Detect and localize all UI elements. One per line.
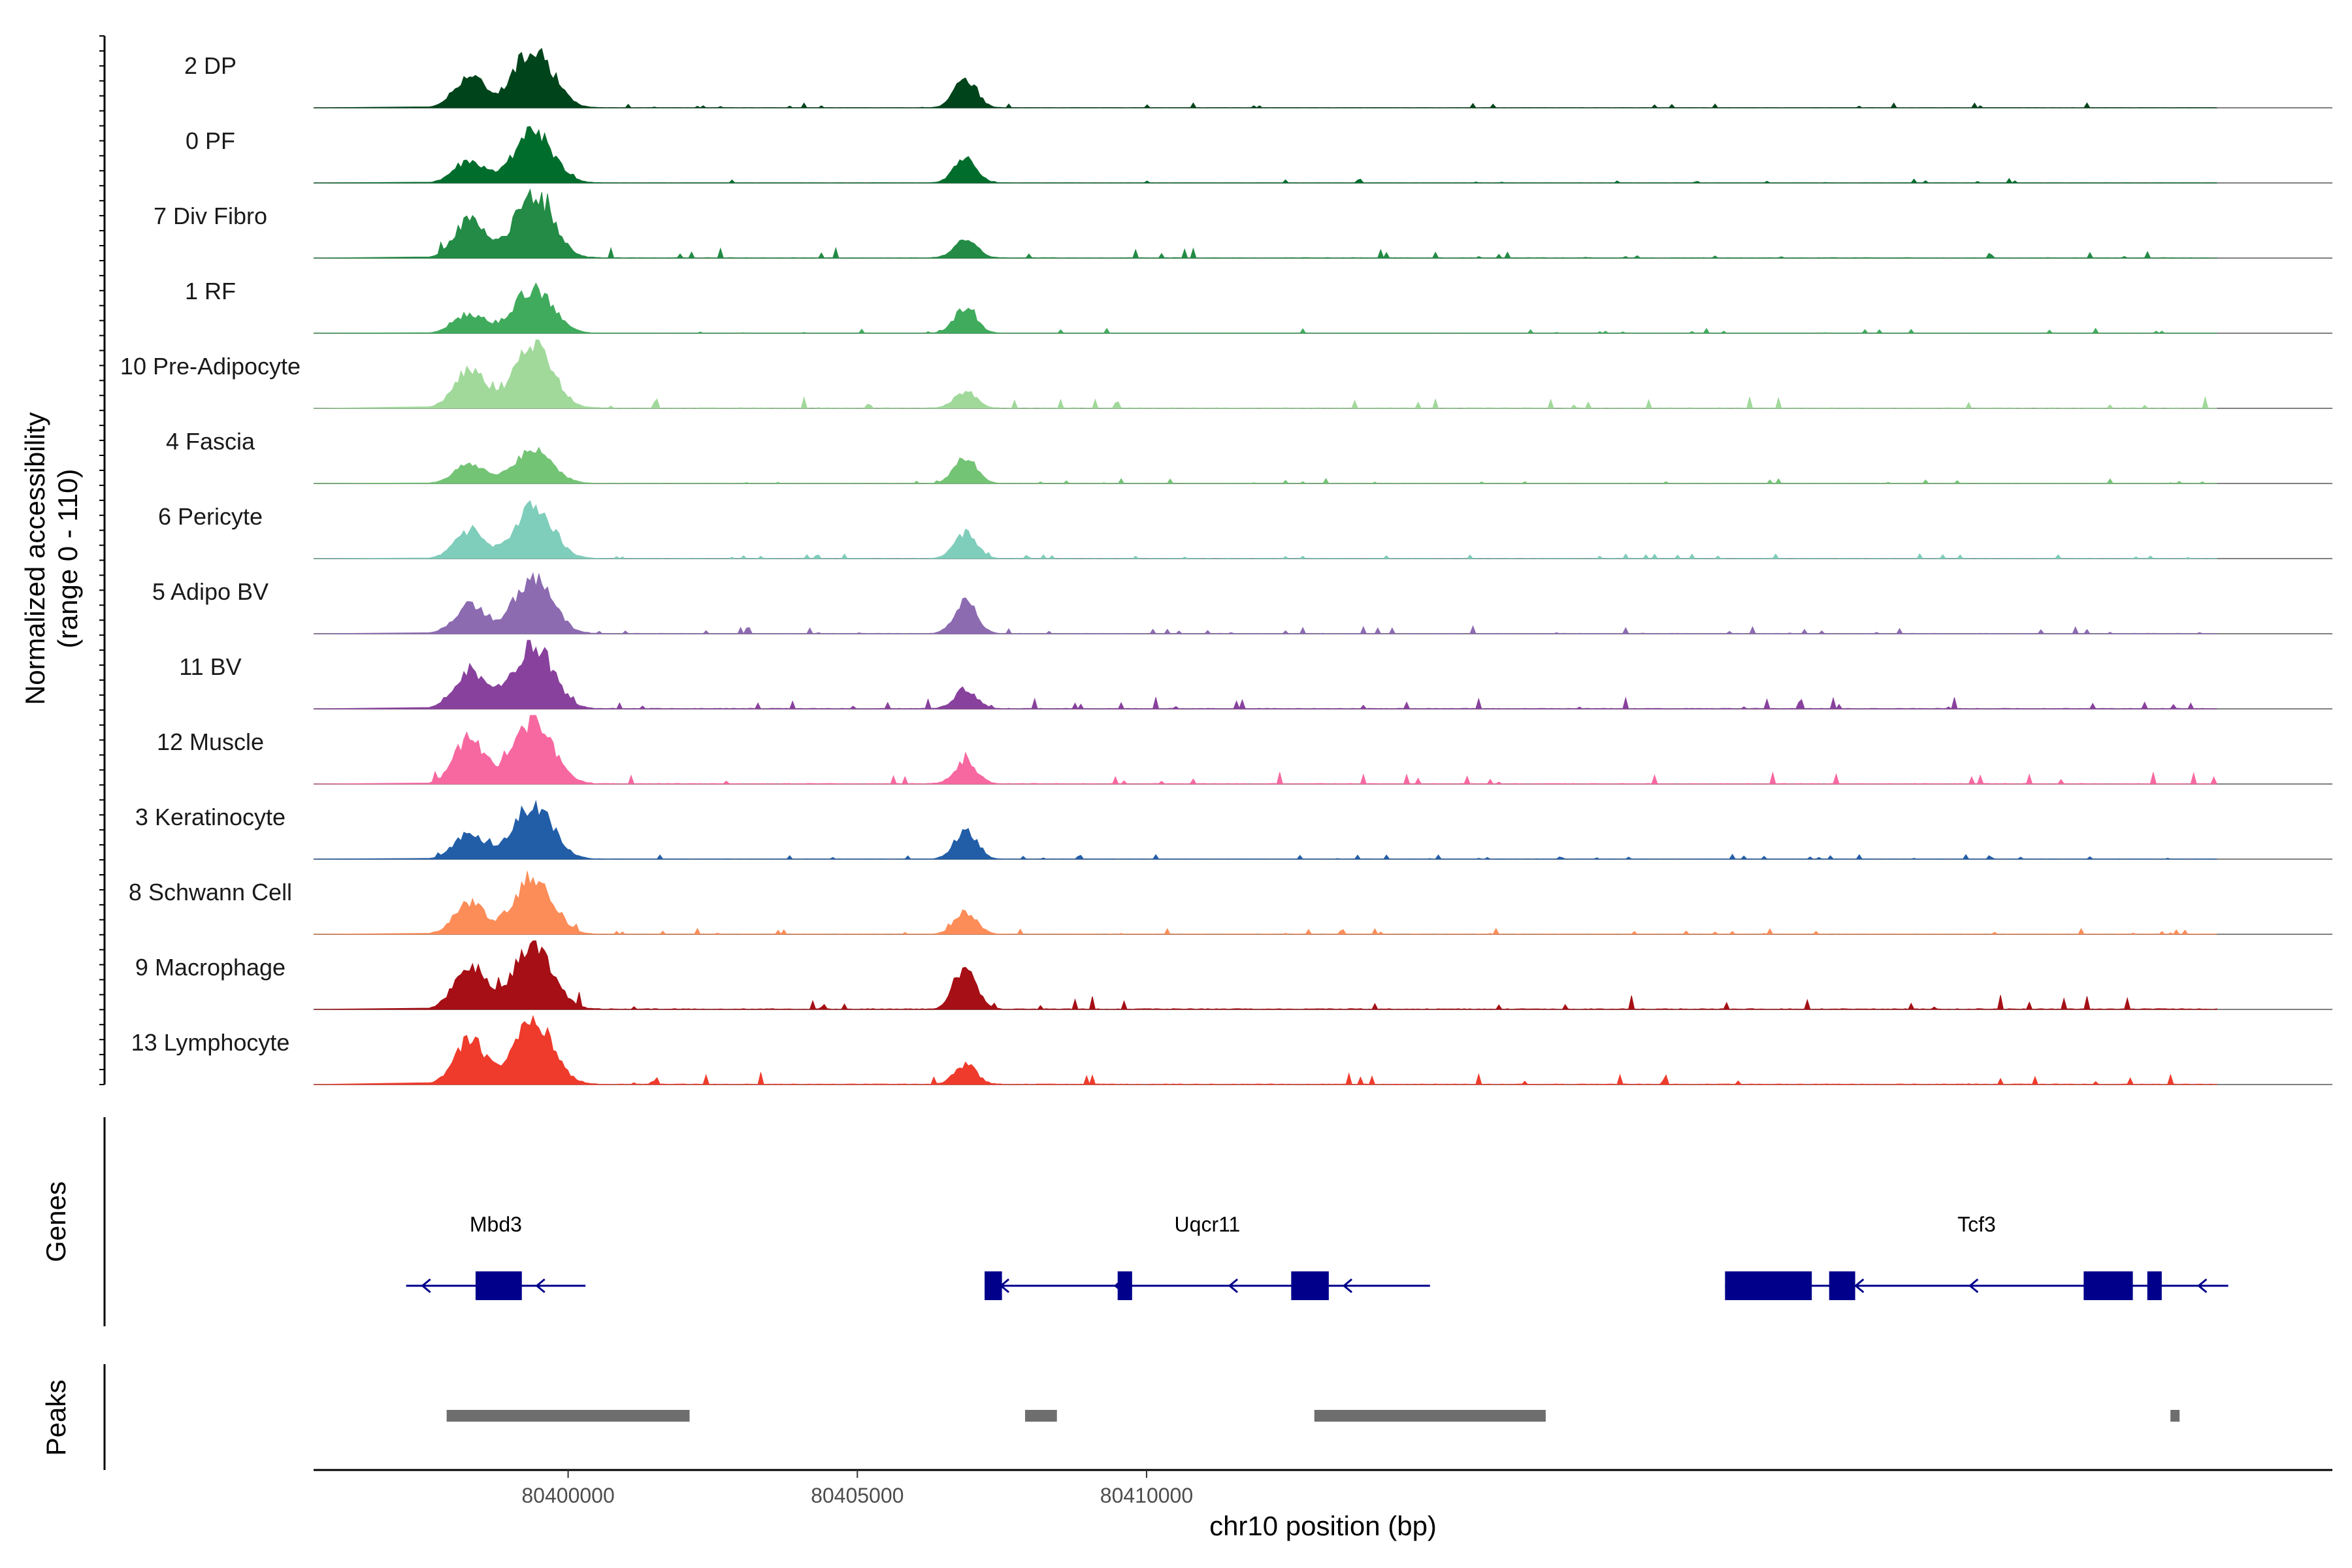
coverage-area xyxy=(313,188,2217,259)
track: 6 Pericyte xyxy=(158,500,2332,559)
y-axis xyxy=(99,35,106,1085)
track-label: 6 Pericyte xyxy=(158,503,263,530)
exon xyxy=(985,1271,1002,1300)
coverage-area xyxy=(313,940,2217,1010)
peak-region xyxy=(1025,1410,1057,1422)
peaks-track-label: Peaks xyxy=(41,1380,71,1456)
strand-arrow xyxy=(1854,1278,1865,1294)
peak-region xyxy=(446,1410,690,1422)
coverage-area xyxy=(313,871,2217,935)
strand-arrow xyxy=(2197,1278,2208,1294)
genes-track-label: Genes xyxy=(41,1181,71,1262)
coverage-area xyxy=(313,125,2217,184)
coverage-area xyxy=(313,446,2217,484)
x-axis-title: chr10 position (bp) xyxy=(1209,1511,1437,1541)
strand-arrow xyxy=(535,1278,546,1294)
exon xyxy=(2147,1271,2162,1300)
gene-label: Uqcr11 xyxy=(1175,1213,1241,1236)
exon xyxy=(1829,1271,1855,1300)
exon xyxy=(1725,1271,1812,1300)
track: 13 Lymphocyte xyxy=(131,1015,2332,1085)
gene-label: Mbd3 xyxy=(470,1213,522,1236)
x-tick-label: 80405000 xyxy=(811,1484,904,1507)
coverage-area xyxy=(313,572,2217,635)
strand-arrow xyxy=(1228,1278,1239,1294)
coverage-area xyxy=(313,640,2217,710)
track: 11 BV xyxy=(179,640,2332,710)
track: 5 Adipo BV xyxy=(152,572,2332,635)
exon xyxy=(475,1271,522,1300)
y-axis-title: Normalized accessibility xyxy=(20,412,50,705)
exon xyxy=(1117,1271,1132,1300)
coverage-area xyxy=(313,500,2217,559)
gene-label: Tcf3 xyxy=(1957,1213,1996,1236)
gene: Mbd3 xyxy=(406,1213,586,1300)
y-axis-title-range: (range 0 - 110) xyxy=(52,469,83,649)
track: 9 Macrophage xyxy=(135,940,2332,1010)
track: 8 Schwann Cell xyxy=(129,871,2332,935)
gene: Uqcr11 xyxy=(985,1213,1430,1300)
exon xyxy=(2083,1271,2133,1300)
genes-track: Genes Mbd3 Uqcr11 Tcf3 xyxy=(41,1117,2229,1326)
track-label: 12 Muscle xyxy=(157,728,264,755)
strand-arrow xyxy=(1968,1278,1979,1294)
track-label: 13 Lymphocyte xyxy=(131,1029,290,1056)
coverage-area xyxy=(313,800,2217,860)
coverage-area xyxy=(313,48,2217,108)
x-tick-label: 80400000 xyxy=(521,1484,614,1507)
track-label: 2 DP xyxy=(184,52,237,79)
track: 2 DP xyxy=(184,48,2332,108)
track: 12 Muscle xyxy=(157,715,2332,785)
track-label: 3 Keratinocyte xyxy=(135,804,286,830)
strand-arrow xyxy=(1342,1278,1353,1294)
strand-arrow xyxy=(421,1278,431,1294)
x-tick-label: 80410000 xyxy=(1100,1484,1193,1507)
track-label: 8 Schwann Cell xyxy=(129,879,292,906)
track-label: 10 Pre-Adipocyte xyxy=(120,353,301,380)
coverage-area xyxy=(313,1015,2217,1085)
track: 7 Div Fibro xyxy=(154,188,2332,259)
track-label: 9 Macrophage xyxy=(135,954,286,981)
track-label: 11 BV xyxy=(179,653,241,680)
track-label: 0 PF xyxy=(186,127,235,154)
coverage-area xyxy=(313,339,2217,409)
coverage-tracks: 2 DP 0 PF 7 Div Fibro 1 RF 10 Pre-Adipocyte 4… xyxy=(120,48,2332,1085)
track: 1 RF xyxy=(185,278,2332,334)
gene: Tcf3 xyxy=(1725,1213,2229,1300)
track: 3 Keratinocyte xyxy=(135,800,2332,860)
track-label: 7 Div Fibro xyxy=(154,203,267,229)
track-label: 5 Adipo BV xyxy=(152,578,269,605)
track: 0 PF xyxy=(186,125,2332,184)
track: 10 Pre-Adipocyte xyxy=(120,339,2332,409)
peak-region xyxy=(2170,1410,2180,1422)
track-label: 1 RF xyxy=(185,278,236,304)
coverage-area xyxy=(313,282,2217,334)
peaks-track: Peaks xyxy=(41,1364,2180,1470)
track: 4 Fascia xyxy=(166,428,2332,484)
x-axis: 80400000 80405000 80410000 xyxy=(314,1469,2332,1507)
peak-region xyxy=(1314,1410,1546,1422)
track-label: 4 Fascia xyxy=(166,428,255,455)
coverage-area xyxy=(313,715,2217,785)
exon xyxy=(1291,1271,1329,1300)
